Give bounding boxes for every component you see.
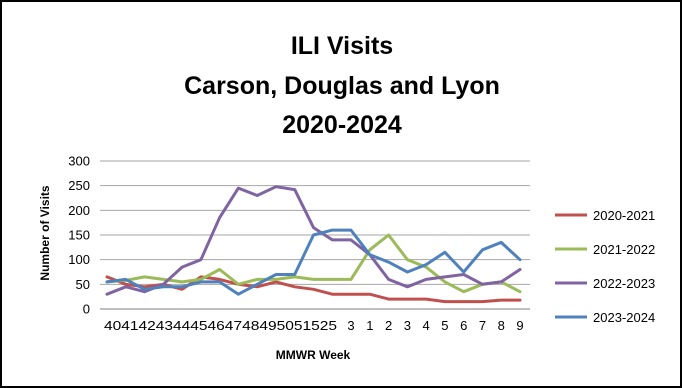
chart-title-line-2: Carson, Douglas and Lyon: [184, 72, 500, 100]
legend-label-2021-2022: 2021-2022: [593, 242, 655, 257]
series-line-2021-2022: [105, 233, 522, 294]
gridlines: [100, 160, 530, 285]
series-lines: [105, 185, 522, 304]
y-tick-label: 0: [83, 302, 90, 317]
x-tick-label: 1: [366, 318, 373, 333]
x-tick-label: 6: [460, 318, 467, 333]
chart-title-line-3: 2020-2024: [282, 111, 402, 139]
chart-title-line-1: ILI Visits: [291, 32, 393, 60]
x-axis-title: MMWR Week: [276, 348, 351, 362]
x-tick-label: 7: [479, 318, 486, 333]
x-tick-label: 5: [441, 318, 448, 333]
x-tick-label: 3: [404, 318, 411, 333]
legend-label-2022-2023: 2022-2023: [593, 276, 655, 291]
y-tick-label: 100: [68, 252, 90, 267]
x-tick-labels-run: 404142434445464748495051525: [104, 318, 337, 333]
x-tick-label: 4: [423, 318, 430, 333]
y-tick-label: 150: [68, 228, 90, 243]
y-tick-labels: 0 50 100 150 200 250 300: [68, 154, 90, 317]
y-axis-title: Number of Visits: [38, 185, 52, 280]
series-line-2023-2024: [105, 228, 522, 296]
x-tick-label: 2: [385, 318, 392, 333]
legend-label-2020-2021: 2020-2021: [593, 208, 655, 223]
legend: 2020-2021 2021-2022 2022-2023 2023-2024: [555, 208, 655, 325]
y-tick-label: 50: [76, 277, 90, 292]
legend-label-2023-2024: 2023-2024: [593, 310, 655, 325]
y-tick-label: 300: [68, 154, 90, 169]
x-tick-label: 9: [516, 318, 523, 333]
series-line-2022-2023: [105, 185, 522, 296]
x-tick-label: 3: [347, 318, 354, 333]
x-tick-label: 8: [498, 318, 505, 333]
y-tick-label: 200: [68, 203, 90, 218]
y-tick-label: 250: [68, 178, 90, 193]
